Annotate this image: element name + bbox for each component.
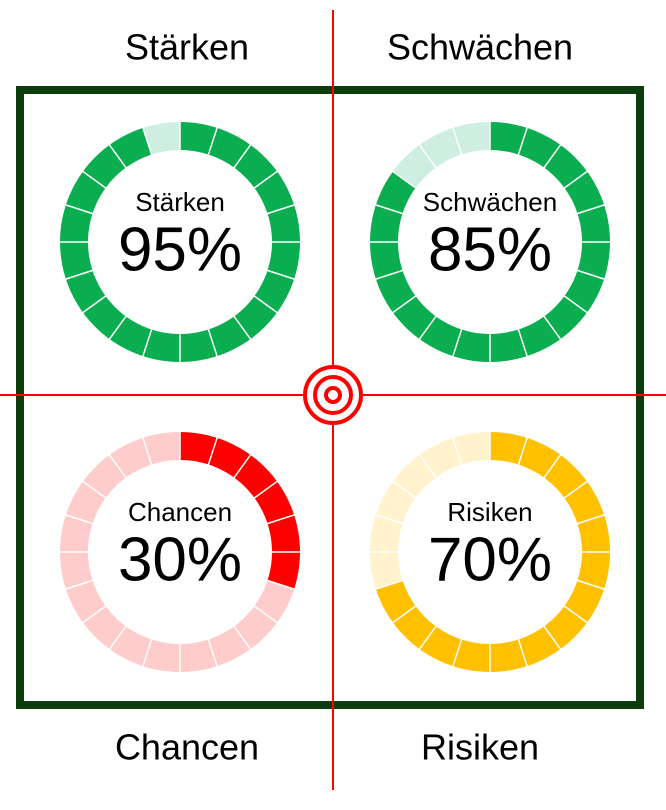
segment-divider <box>266 203 296 215</box>
gauge-value-label: 70% <box>428 525 552 594</box>
segment-divider <box>542 625 562 651</box>
segment-divider <box>451 638 463 668</box>
segment-divider <box>542 143 562 169</box>
segment-divider <box>141 328 153 358</box>
segment-divider <box>266 269 296 281</box>
target <box>303 365 363 425</box>
segment-divider <box>451 436 463 466</box>
segment-divider <box>108 315 128 341</box>
segment-divider <box>64 203 94 215</box>
segment-divider <box>207 436 219 466</box>
quadrant-label: Risiken <box>421 727 539 768</box>
segment-divider <box>207 328 219 358</box>
segment-divider <box>253 170 279 190</box>
segment-divider <box>232 625 252 651</box>
segment-divider <box>451 126 463 156</box>
segment-divider <box>391 170 417 190</box>
segment-divider <box>81 604 107 624</box>
gauge-track <box>142 122 180 155</box>
segment-divider <box>64 513 94 525</box>
gauge-title: Risiken <box>447 497 532 527</box>
segment-divider <box>517 328 529 358</box>
segment-divider <box>418 625 438 651</box>
segment-divider <box>108 143 128 169</box>
gauge-value-label: 85% <box>428 215 552 284</box>
gauge-value <box>180 432 300 590</box>
segment-divider <box>542 453 562 479</box>
segment-divider <box>517 126 529 156</box>
segment-divider <box>141 436 153 466</box>
segment-divider <box>64 269 94 281</box>
segment-divider <box>542 315 562 341</box>
frame <box>16 86 644 709</box>
gauge-value-label: 95% <box>118 215 242 284</box>
quadrant-label: Stärken <box>125 27 249 68</box>
segment-divider <box>374 269 404 281</box>
segment-divider <box>374 513 404 525</box>
segment-divider <box>266 579 296 591</box>
gauge-track <box>392 122 490 188</box>
segment-divider <box>517 436 529 466</box>
segment-divider <box>576 269 606 281</box>
segment-divider <box>451 328 463 358</box>
segment-divider <box>232 315 252 341</box>
segment-divider <box>391 604 417 624</box>
segment-divider <box>253 294 279 314</box>
segment-divider <box>418 453 438 479</box>
gauge-value-label: 30% <box>118 525 242 594</box>
segment-divider <box>576 203 606 215</box>
segment-divider <box>141 638 153 668</box>
segment-divider <box>141 126 153 156</box>
segment-divider <box>266 513 296 525</box>
segment-divider <box>563 170 589 190</box>
segment-divider <box>374 203 404 215</box>
segment-divider <box>418 315 438 341</box>
segment-divider <box>253 480 279 500</box>
segment-divider <box>81 480 107 500</box>
segment-divider <box>418 143 438 169</box>
segment-divider <box>391 480 417 500</box>
segment-divider <box>563 294 589 314</box>
segment-divider <box>563 604 589 624</box>
quadrant-label: Schwächen <box>387 27 573 68</box>
segment-divider <box>576 513 606 525</box>
segment-divider <box>253 604 279 624</box>
segment-divider <box>207 126 219 156</box>
gauge-title: Stärken <box>135 187 225 217</box>
gauge-title: Schwächen <box>423 187 557 217</box>
gauge-track <box>370 432 490 590</box>
segment-divider <box>563 480 589 500</box>
segment-divider <box>232 453 252 479</box>
segment-divider <box>64 579 94 591</box>
segment-divider <box>81 294 107 314</box>
segment-divider <box>576 579 606 591</box>
segment-divider <box>108 625 128 651</box>
segment-divider <box>391 294 417 314</box>
segment-divider <box>374 579 404 591</box>
segment-divider <box>207 638 219 668</box>
quadrant-label: Chancen <box>115 727 259 768</box>
target-ring <box>324 386 342 404</box>
segment-divider <box>232 143 252 169</box>
segment-divider <box>81 170 107 190</box>
gauge-title: Chancen <box>128 497 232 527</box>
segment-divider <box>108 453 128 479</box>
segment-divider <box>517 638 529 668</box>
